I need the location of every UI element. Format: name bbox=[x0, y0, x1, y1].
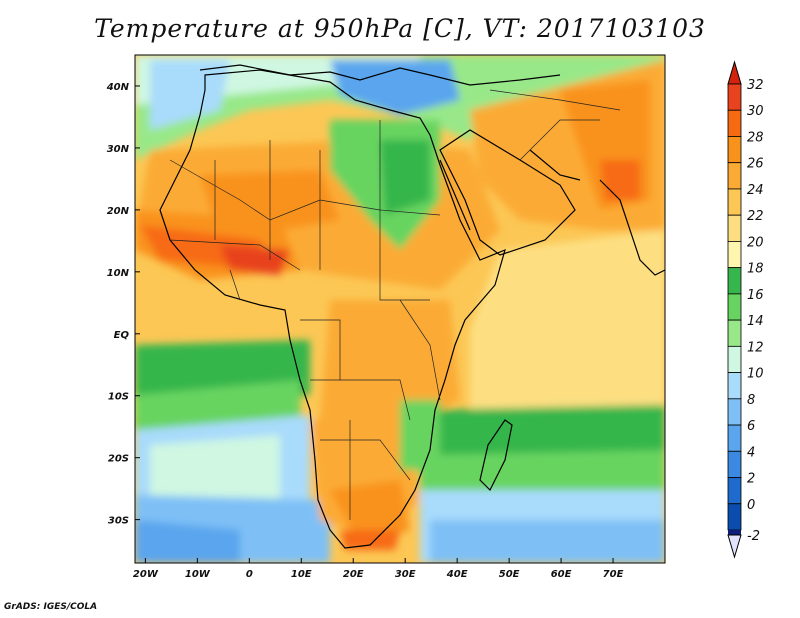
colorbar-swatch bbox=[727, 345, 742, 373]
lon-tick-label: 10E bbox=[291, 569, 312, 580]
colorbar-label: 24 bbox=[747, 183, 764, 198]
longitude-axis: 20W 10W 0 10E 20E 30E 40E 50E 60E 70E bbox=[133, 558, 624, 580]
colorbar-swatch bbox=[727, 136, 742, 164]
colorbar-swatch bbox=[727, 450, 742, 478]
lon-tick-label: 60E bbox=[551, 569, 572, 580]
lon-tick-label: 0 bbox=[246, 569, 253, 580]
colorbar-label: 26 bbox=[747, 157, 764, 172]
colorbar-swatch bbox=[727, 83, 742, 111]
colorbar-label: 0 bbox=[747, 498, 755, 513]
colorbar-swatch bbox=[727, 109, 742, 137]
political-borders bbox=[169, 89, 621, 520]
colorbar-label: 32 bbox=[747, 78, 764, 93]
colorbar-swatch bbox=[727, 267, 742, 295]
colorbar-label: 10 bbox=[747, 367, 764, 382]
colorbar-swatch bbox=[727, 162, 742, 190]
colorbar-label: 22 bbox=[747, 209, 764, 224]
lat-tick-label: 10S bbox=[108, 392, 129, 403]
colorbar-label: -2 bbox=[747, 529, 760, 544]
lon-tick-label: 50E bbox=[499, 569, 520, 580]
colorbar-under-swatch bbox=[728, 530, 741, 535]
colorbar-over-arrow bbox=[727, 60, 742, 85]
lon-tick-label: 20W bbox=[133, 569, 159, 580]
colorbar-label: 6 bbox=[747, 419, 755, 434]
colorbar-swatch bbox=[727, 503, 742, 531]
plot-frame bbox=[134, 54, 666, 564]
lat-tick-label: 40N bbox=[106, 82, 130, 93]
colorbar-swatch bbox=[727, 398, 742, 426]
colorbar-label: 18 bbox=[747, 262, 764, 277]
colorbar-swatch bbox=[727, 293, 742, 321]
lon-tick-label: 20E bbox=[343, 569, 364, 580]
colorbar-label: 12 bbox=[747, 340, 764, 355]
lon-tick-label: 30E bbox=[395, 569, 416, 580]
lat-tick-label: 20S bbox=[108, 454, 129, 465]
colorbar-swatch bbox=[727, 188, 742, 216]
colorbar-swatch bbox=[727, 241, 742, 269]
colorbar-label: 30 bbox=[747, 104, 764, 119]
temperature-field bbox=[135, 55, 665, 563]
lat-tick-label: 10N bbox=[107, 268, 130, 279]
lon-tick-label: 40E bbox=[446, 569, 468, 580]
colorbar-swatch bbox=[727, 477, 742, 505]
lat-tick-label: 30N bbox=[107, 144, 130, 155]
colorbar-swatch bbox=[727, 424, 742, 452]
coastlines bbox=[159, 64, 665, 549]
lon-tick-label: 70E bbox=[603, 569, 624, 580]
colorbar-under-arrow bbox=[727, 534, 742, 559]
colorbar-label: 28 bbox=[747, 130, 764, 145]
colorbar-swatch bbox=[727, 372, 742, 400]
colorbar-label: 8 bbox=[747, 393, 755, 408]
map-title: Temperature at 950hPa [C], VT: 201710310… bbox=[94, 14, 706, 43]
lat-tick-label: 30S bbox=[108, 516, 129, 527]
lat-tick-label: EQ bbox=[114, 330, 130, 341]
colorbar-swatch bbox=[727, 214, 742, 242]
credit-label: GrADS: IGES/COLA bbox=[4, 602, 98, 612]
lat-tick-label: 20N bbox=[107, 206, 130, 217]
latitude-axis: 40N 30N 20N 10N EQ 10S 20S 30S bbox=[106, 82, 140, 527]
colorbar-label: 14 bbox=[747, 314, 764, 329]
colorbar-label: 16 bbox=[747, 288, 764, 303]
colorbar-swatch bbox=[727, 319, 742, 347]
lon-tick-label: 10W bbox=[185, 569, 211, 580]
colorbar-label: 2 bbox=[747, 472, 755, 487]
colorbar-label: 20 bbox=[747, 235, 764, 250]
colorbar-label: 4 bbox=[747, 445, 755, 460]
